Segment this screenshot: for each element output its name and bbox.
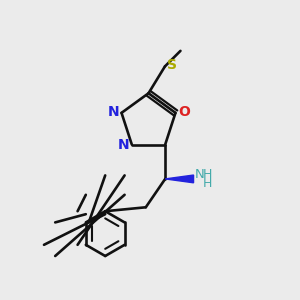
Text: N: N [195,168,204,181]
Text: O: O [178,105,190,119]
Text: H: H [203,168,213,181]
Text: S: S [167,58,176,72]
Polygon shape [165,175,194,183]
Text: H: H [203,177,213,190]
Text: N: N [107,105,119,119]
Text: N: N [118,138,129,152]
